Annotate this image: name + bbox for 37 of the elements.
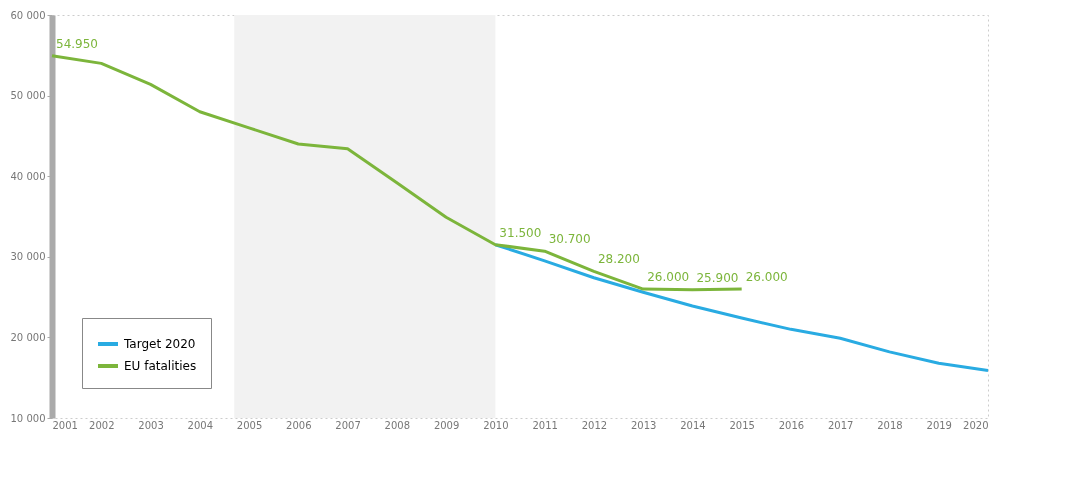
data-label: 26.000 [647, 270, 690, 285]
x-tick-label: 2009 [433, 419, 460, 431]
y-tick-label: 20 000 [10, 331, 46, 343]
data-label: 28.200 [597, 252, 640, 267]
y-tick-label: 10 000 [10, 412, 46, 424]
x-tick-label: 2013 [630, 419, 657, 431]
y-tick-label: 50 000 [10, 90, 46, 102]
x-tick-label: 2017 [827, 419, 854, 431]
x-tick-label: 2005 [236, 419, 263, 431]
x-tick-label: 2010 [483, 419, 509, 431]
x-tick-label: 2011 [532, 419, 558, 431]
x-tick-label: 2019 [926, 419, 952, 431]
data-label: 25.900 [696, 270, 739, 285]
x-tick-label: 2002 [89, 419, 115, 431]
y-tick-label: 60 000 [10, 9, 46, 21]
x-tick-label: 2006 [286, 419, 312, 431]
x-tick-label: 2004 [187, 419, 214, 431]
x-tick-label: 2008 [384, 419, 411, 431]
y-tick-label: 40 000 [10, 170, 46, 182]
data-label: 30.700 [548, 232, 591, 247]
x-tick-label: 2020 [963, 419, 989, 431]
x-tick-label: 2014 [680, 419, 706, 431]
legend-label: EU fatalities [124, 359, 197, 373]
x-tick-label: 2015 [729, 419, 755, 431]
data-label: 31.500 [499, 225, 542, 240]
x-tick-label: 2007 [335, 419, 361, 431]
x-tick-label: 2016 [778, 419, 805, 431]
x-tick-label: 2018 [877, 419, 903, 431]
y-tick-label: 30 000 [10, 251, 46, 263]
data-label: 54.950 [56, 36, 98, 51]
data-label: 26.000 [745, 270, 788, 285]
legend-label: Target 2020 [123, 337, 196, 351]
x-tick-label: 2003 [138, 419, 164, 431]
line-series [493, 243, 990, 372]
x-tick-label: 2012 [581, 419, 608, 431]
x-tick-label: 2001 [52, 419, 78, 431]
line-series [50, 54, 744, 292]
